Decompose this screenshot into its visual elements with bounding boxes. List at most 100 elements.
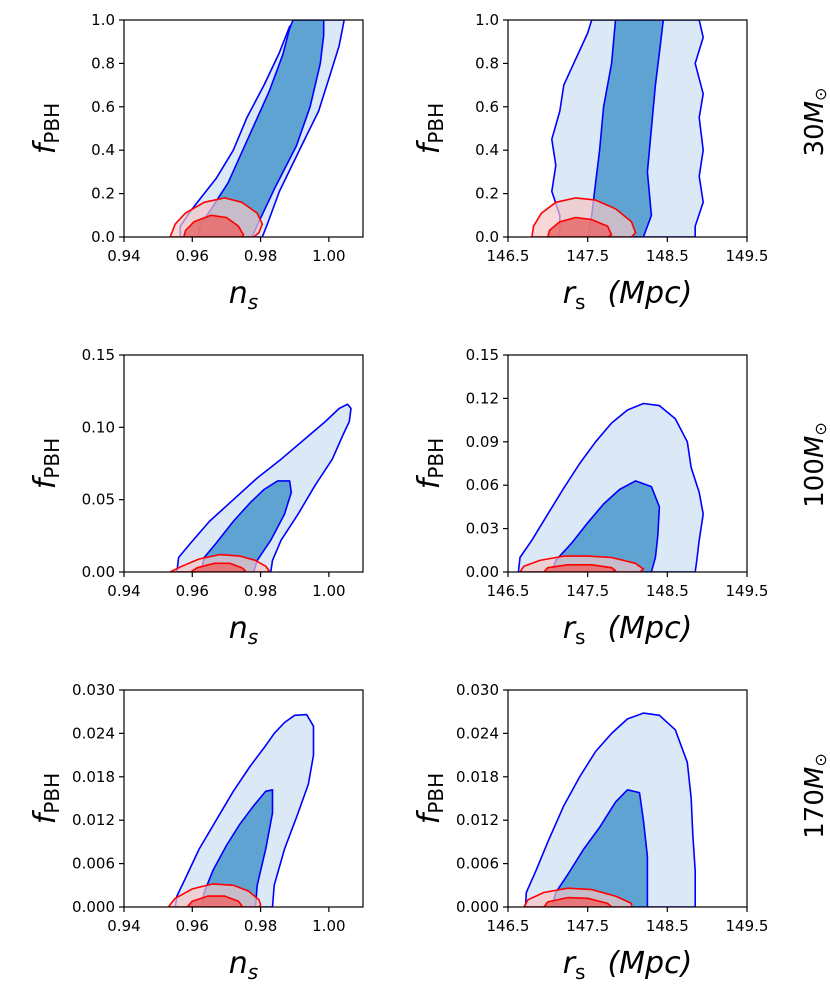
contour-blue-68: [200, 789, 274, 907]
row-label-170: 170M⊙: [800, 753, 830, 838]
y-tick-label: 0.018: [72, 768, 115, 786]
y-axis-label: fPBH: [28, 773, 64, 824]
row-label-sub: ⊙: [811, 88, 830, 101]
svg-text:100M⊙: 100M⊙: [800, 422, 830, 507]
svg-text:fPBH: fPBH: [28, 438, 64, 489]
y-axis-label: fPBH: [412, 103, 448, 154]
contours: [169, 403, 352, 572]
x-label-sub: s: [575, 290, 585, 314]
contour-blue-68: [551, 480, 661, 572]
x-tick-label: 1.00: [312, 917, 345, 935]
axes-frame: [123, 19, 364, 238]
svg-text:fPBH: fPBH: [412, 773, 448, 824]
y-tick-label: 0.8: [475, 54, 499, 72]
x-tick-label: 146.5: [487, 582, 530, 600]
y-tick-label: 0.024: [456, 724, 499, 742]
x-tick-label: 0.98: [244, 247, 277, 265]
x-tick-label: 0.96: [176, 917, 209, 935]
x-label-main: r: [563, 276, 577, 311]
y-tick-label: 0.006: [456, 855, 499, 873]
contour-red-68: [547, 216, 613, 237]
x-label-sub: s: [575, 960, 585, 984]
y-tick-label: 0.8: [91, 54, 115, 72]
y-tick-label: 0.2: [91, 185, 115, 203]
contour-blue-95: [176, 403, 352, 572]
x-label-main: n: [229, 946, 248, 981]
x-tick-label: 148.5: [646, 247, 689, 265]
y-tick-label: 0.15: [82, 346, 115, 364]
y-tick-label: 0.10: [82, 418, 115, 436]
panel-ns-30: 0.94 0.96 0.98 1.00 0.0 0.2 0.4 0.6 0.8 1.0 ns fPBH: [28, 11, 364, 314]
y-tick-label: 0.030: [456, 681, 499, 699]
svg-text:30M⊙: 30M⊙: [800, 88, 830, 157]
x-tick-label: 149.5: [726, 582, 769, 600]
panel-rs-170: 146.5 147.5 148.5 149.5 0.000 0.006 0.012 0.018…: [412, 681, 769, 984]
y-tick-label: 0.15: [466, 346, 499, 364]
y-tick-label: 0.012: [72, 811, 115, 829]
contours: [167, 713, 315, 907]
x-axis-label: ns: [229, 276, 258, 314]
contour-blue-95: [174, 713, 315, 907]
row-label-num: 170: [800, 789, 830, 839]
y-tick-label: 0.6: [91, 98, 115, 116]
y-tick-label: 0.000: [456, 898, 499, 916]
row-label-sub: ⊙: [811, 753, 830, 766]
axes-frame: [123, 689, 364, 908]
y-label-sub: PBH: [40, 103, 64, 144]
svg-text:fPBH: fPBH: [412, 438, 448, 489]
y-tick-label: 0.006: [72, 855, 115, 873]
row-label-main: M: [800, 436, 830, 458]
axes-frame: [507, 354, 748, 573]
y-tick-label: 0.012: [456, 811, 499, 829]
row-label-sub: ⊙: [811, 422, 830, 435]
x-tick-label: 0.94: [107, 247, 140, 265]
x-axis-label: ns: [229, 611, 258, 649]
axes-frame: [507, 19, 748, 238]
y-tick-label: 0.2: [475, 185, 499, 203]
axes-frame: [507, 689, 748, 908]
svg-text:170M⊙: 170M⊙: [800, 753, 830, 838]
y-label-sub: PBH: [40, 438, 64, 479]
y-tick-label: 0.000: [72, 898, 115, 916]
y-axis-label: fPBH: [28, 438, 64, 489]
contour-red-68: [183, 214, 245, 237]
y-tick-label: 0.024: [72, 724, 115, 742]
contour-blue-68: [200, 480, 293, 572]
x-label-sub: s: [575, 625, 585, 649]
axes-frame: [123, 354, 364, 573]
row-label-30: 30M⊙: [800, 88, 830, 157]
x-tick-label: 1.00: [312, 247, 345, 265]
x-tick-label: 147.5: [566, 917, 609, 935]
x-axis-label: rs (Mpc): [563, 276, 693, 314]
svg-text:fPBH: fPBH: [28, 103, 64, 154]
panel-ns-100: 0.94 0.96 0.98 1.00 0.00 0.05 0.10 0.15 ns fPBH: [28, 346, 364, 649]
x-tick-label: 147.5: [566, 582, 609, 600]
y-tick-label: 0.05: [82, 491, 115, 509]
row-label-100: 100M⊙: [800, 422, 830, 507]
x-tick-label: 1.00: [312, 582, 345, 600]
contour-blue-68: [196, 20, 325, 237]
y-label-sub: PBH: [424, 773, 448, 814]
row-label-num: 100: [800, 458, 830, 508]
x-label-main: r: [563, 946, 577, 981]
y-axis-label: fPBH: [412, 773, 448, 824]
contours: [531, 20, 704, 237]
x-label-main: n: [229, 276, 248, 311]
svg-text:fPBH: fPBH: [412, 103, 448, 154]
x-label-main: r: [563, 611, 577, 646]
y-tick-label: 0.00: [466, 563, 499, 581]
y-tick-label: 0.4: [475, 141, 499, 159]
contours: [169, 20, 345, 237]
y-label-sub: PBH: [424, 438, 448, 479]
x-label-unit: (Mpc): [607, 611, 692, 646]
row-label-main: M: [800, 767, 830, 789]
y-tick-label: 0.0: [91, 228, 115, 246]
y-tick-label: 0.030: [72, 681, 115, 699]
x-tick-label: 0.96: [176, 247, 209, 265]
x-tick-label: 149.5: [726, 247, 769, 265]
x-tick-label: 0.94: [107, 917, 140, 935]
x-tick-label: 149.5: [726, 917, 769, 935]
contour-red-68: [543, 896, 613, 907]
x-tick-label: 0.98: [244, 582, 277, 600]
